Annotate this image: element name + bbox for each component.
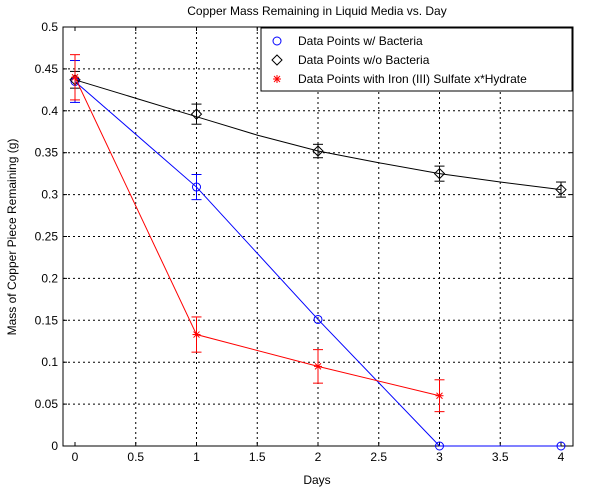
y-tick-label: 0.4 bbox=[41, 104, 58, 118]
data-point bbox=[435, 391, 444, 400]
series-line bbox=[74, 77, 440, 397]
legend-label: Data Points w/ Bacteria bbox=[298, 34, 423, 48]
series-line bbox=[74, 81, 561, 447]
y-axis-label: Mass of Copper Piece Remaining (g) bbox=[5, 139, 19, 336]
x-tick-label: 1.5 bbox=[249, 450, 266, 464]
error-bar bbox=[191, 173, 202, 201]
data-point bbox=[190, 108, 203, 120]
y-tick-label: 0.5 bbox=[41, 20, 58, 34]
x-tick-label: 3.5 bbox=[492, 450, 509, 464]
y-tick-label: 0.35 bbox=[35, 146, 59, 160]
x-tick-label: 2.5 bbox=[370, 450, 387, 464]
data-point bbox=[435, 441, 444, 451]
error-bar bbox=[191, 103, 202, 125]
y-tick-label: 0.25 bbox=[35, 230, 59, 244]
y-tick-label: 0.1 bbox=[41, 355, 58, 369]
y-tick-label: 0.2 bbox=[41, 271, 58, 285]
legend-entry: Data Points with Iron (III) Sulfate x*Hy… bbox=[273, 72, 527, 86]
legend-label: Data Points with Iron (III) Sulfate x*Hy… bbox=[298, 72, 527, 86]
y-tick-label: 0.45 bbox=[35, 62, 59, 76]
legend-label: Data Points w/o Bacteria bbox=[298, 53, 430, 67]
series-3 bbox=[70, 54, 445, 413]
x-tick-label: 3 bbox=[436, 450, 443, 464]
axis-ticks: 0 0.5 1 1.5 2 2.5 3 3.5 4 0 0.05 0.1 0.15 0.2 0.25 0.3 0… bbox=[35, 20, 573, 464]
x-axis-label: Days bbox=[303, 473, 330, 487]
y-tick-label: 0 bbox=[51, 439, 58, 453]
data-point bbox=[71, 73, 79, 82]
data-point bbox=[433, 167, 446, 180]
legend: Data Points w/ Bacteria Data Points w/o B… bbox=[260, 27, 573, 92]
data-point bbox=[314, 362, 322, 371]
x-tick-label: 0 bbox=[72, 450, 79, 464]
legend-marker bbox=[272, 36, 282, 46]
legend-marker bbox=[271, 54, 283, 66]
x-tick-label: 1 bbox=[193, 450, 200, 464]
x-tick-label: 0.5 bbox=[127, 450, 144, 464]
data-point bbox=[555, 183, 567, 196]
data-point bbox=[192, 182, 201, 192]
legend-entry: Data Points w/ Bacteria bbox=[272, 34, 423, 48]
legend-marker bbox=[273, 75, 281, 83]
y-tick-label: 0.15 bbox=[35, 313, 59, 327]
y-tick-label: 0.05 bbox=[35, 397, 59, 411]
y-tick-label: 0.3 bbox=[41, 188, 58, 202]
data-point bbox=[312, 145, 324, 157]
legend-box bbox=[260, 27, 573, 92]
x-tick-label: 2 bbox=[315, 450, 322, 464]
chart-title: Copper Mass Remaining in Liquid Media vs… bbox=[187, 4, 446, 18]
data-point bbox=[192, 330, 201, 339]
series-2 bbox=[69, 70, 567, 198]
data-point bbox=[313, 314, 323, 324]
legend-entry: Data Points w/o Bacteria bbox=[271, 53, 430, 67]
data-point bbox=[556, 441, 566, 451]
series-layer bbox=[69, 54, 567, 451]
x-tick-label: 4 bbox=[558, 450, 565, 464]
